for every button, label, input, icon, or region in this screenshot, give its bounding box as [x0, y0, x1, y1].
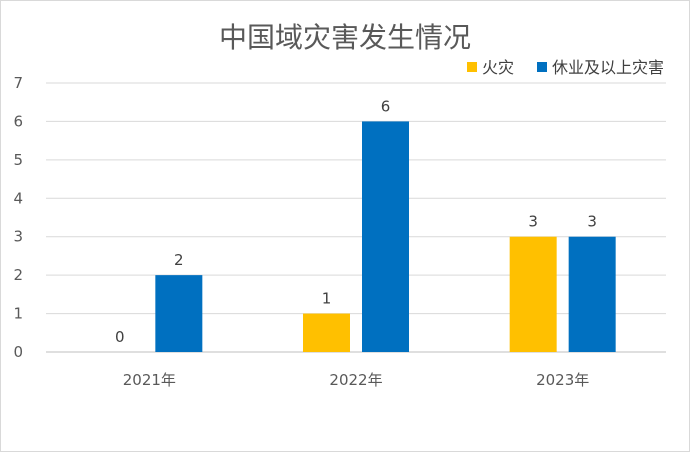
x-tick-label: 2022年 — [329, 371, 382, 389]
bar — [362, 121, 409, 352]
bar — [509, 236, 557, 352]
y-tick-label: 6 — [13, 112, 23, 130]
y-tick-label: 5 — [13, 151, 23, 169]
chart-title: 中国域灾害发生情况 — [219, 21, 471, 54]
y-tick-label: 7 — [13, 74, 23, 92]
y-tick-label: 0 — [13, 343, 23, 361]
x-tick-label: 2021年 — [123, 371, 176, 389]
legend-swatch — [467, 62, 477, 72]
data-label: 6 — [381, 97, 391, 115]
y-tick-label: 1 — [13, 305, 23, 323]
x-axis: 2021年 2022年 2023年 — [123, 371, 590, 389]
gridlines — [46, 82, 666, 353]
data-label: 0 — [115, 328, 125, 346]
y-tick-label: 3 — [13, 228, 23, 246]
data-label: 1 — [322, 290, 332, 308]
bar — [155, 275, 203, 352]
bar — [303, 313, 350, 352]
legend-swatch — [537, 62, 547, 72]
legend-label: 火灾 — [482, 58, 514, 77]
legend: 火灾 休业及以上灾害 — [467, 58, 664, 77]
data-label: 3 — [528, 213, 538, 231]
data-label: 2 — [174, 251, 184, 269]
bars: 0 2 1 6 3 3 — [115, 97, 616, 352]
y-tick-label: 4 — [13, 189, 23, 207]
y-tick-label: 2 — [13, 266, 23, 284]
data-label: 3 — [587, 213, 597, 231]
x-tick-label: 2023年 — [536, 371, 589, 389]
bar — [568, 236, 616, 352]
legend-label: 休业及以上灾害 — [552, 58, 664, 77]
y-axis: 0 1 2 3 4 5 6 7 — [13, 74, 23, 361]
